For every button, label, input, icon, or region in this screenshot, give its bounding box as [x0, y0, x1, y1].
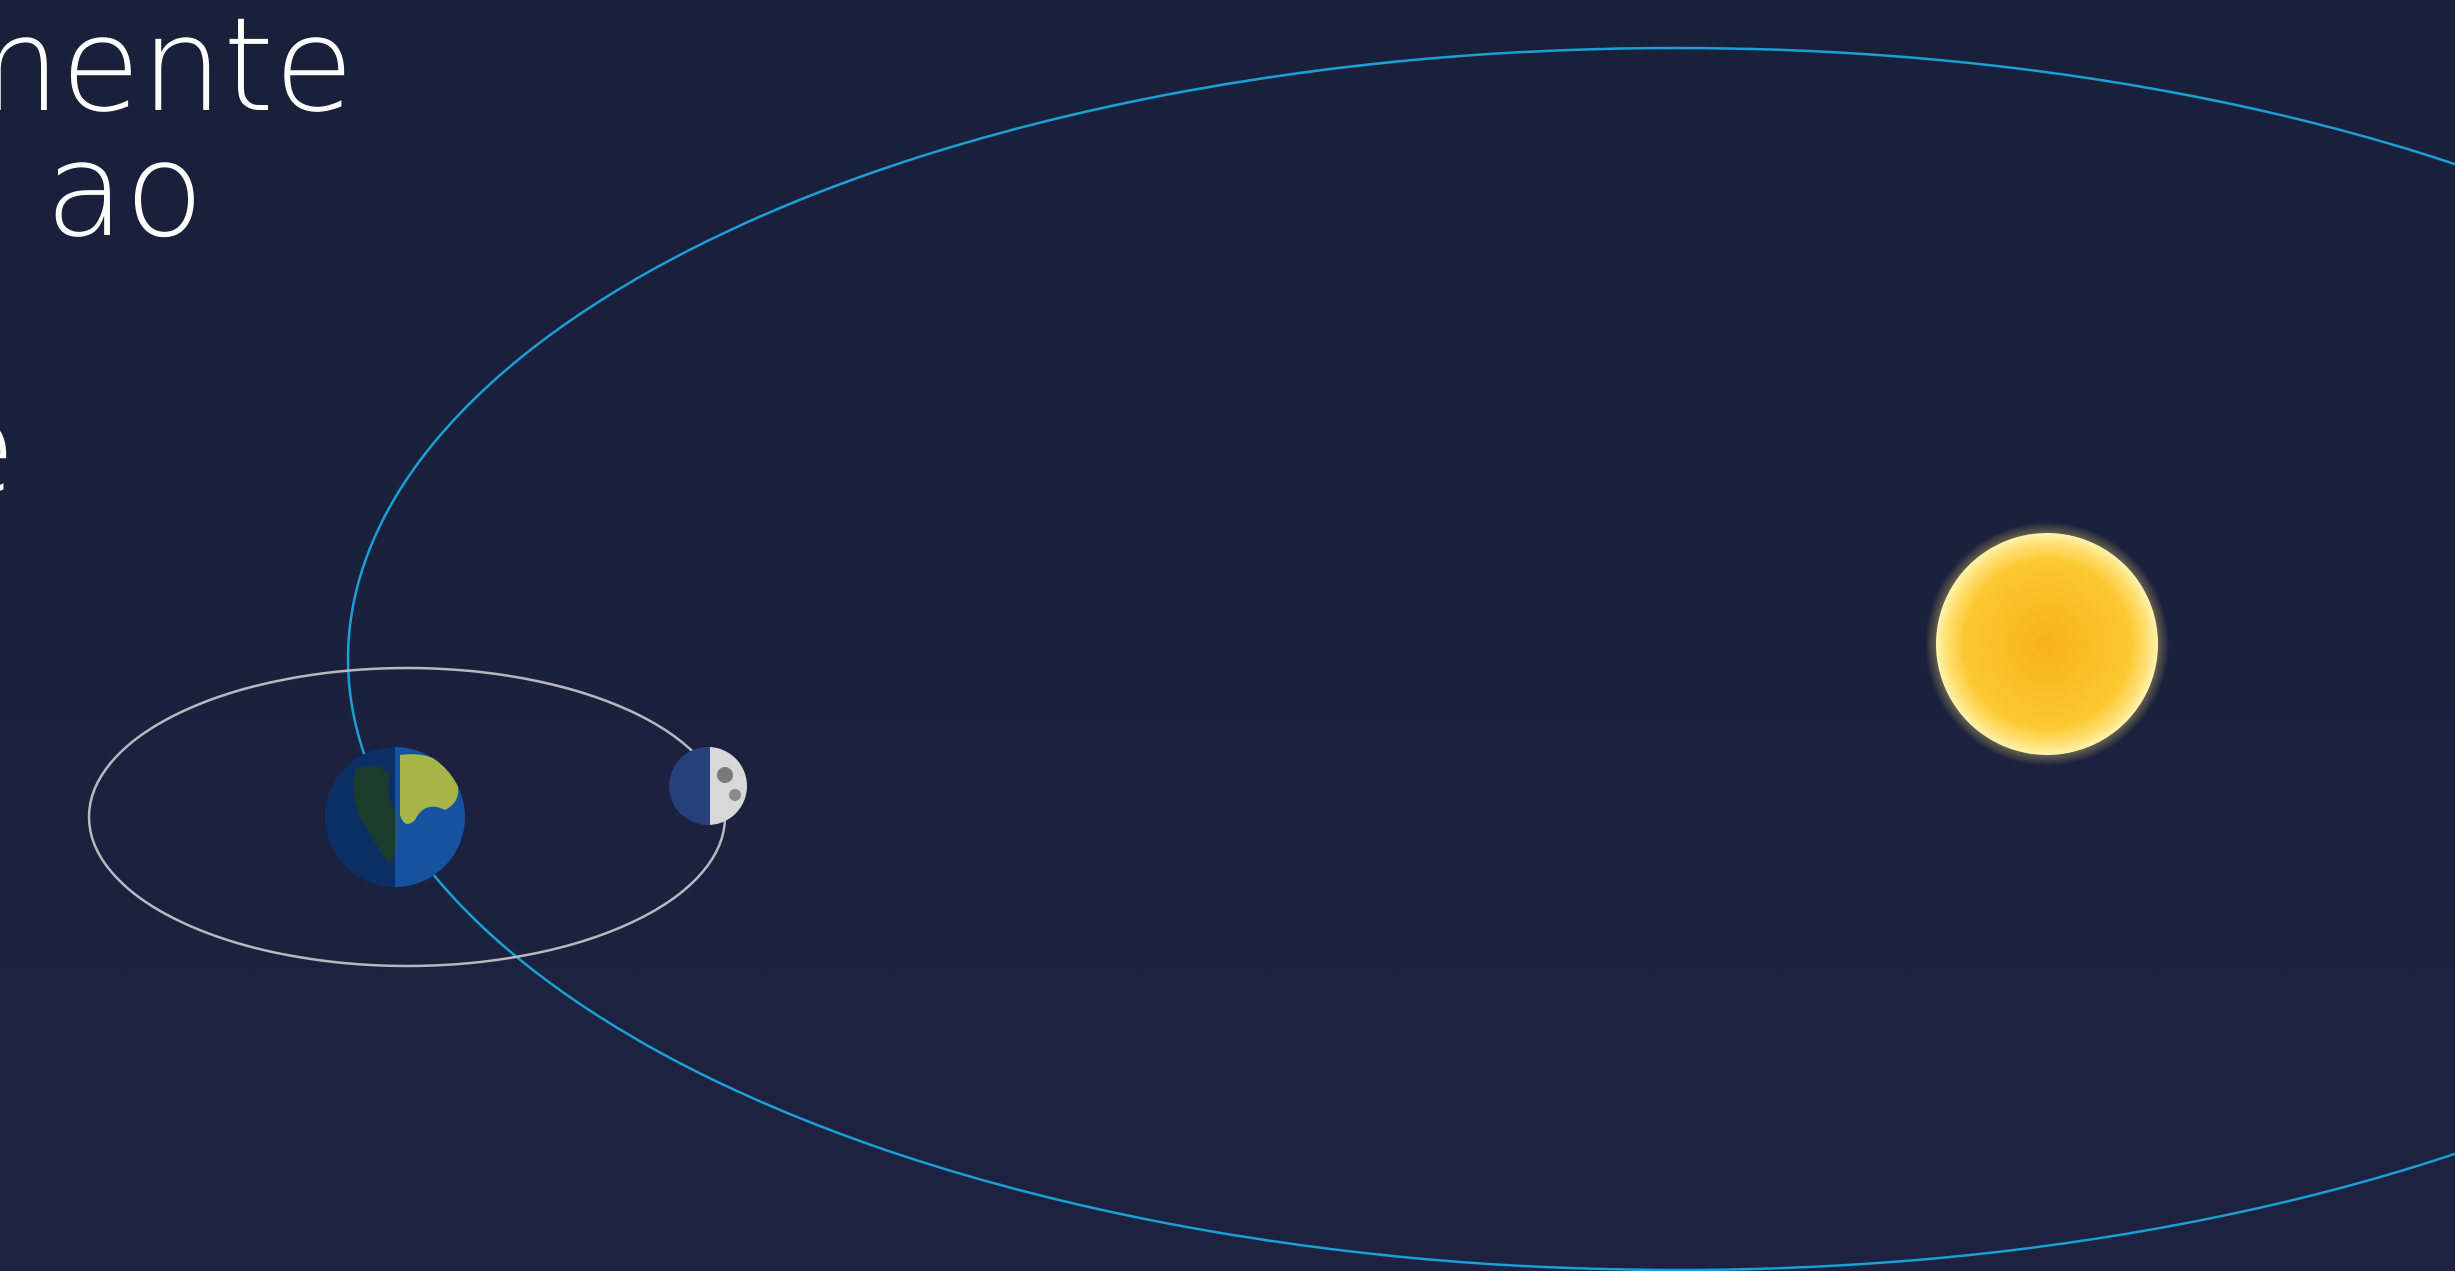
text-line: ao — [45, 114, 204, 266]
text-line: e — [0, 372, 16, 524]
earth-orbit — [347, 46, 2455, 1271]
moon — [669, 747, 747, 825]
earth — [325, 747, 465, 887]
text-line: temente — [0, 0, 354, 141]
sun — [1925, 522, 2169, 766]
